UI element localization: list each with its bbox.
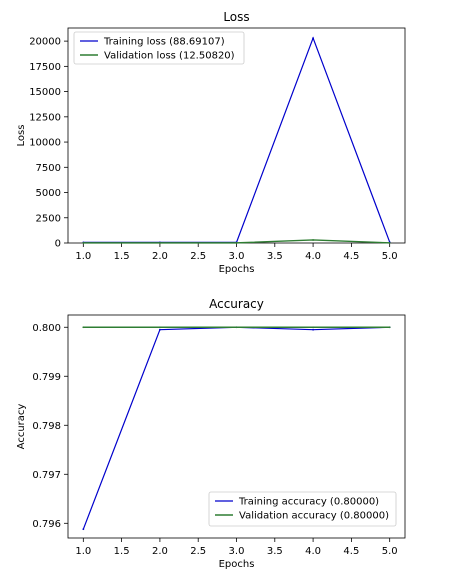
- y-tick-label: 7500: [36, 163, 61, 174]
- y-axis-label: Loss: [16, 125, 27, 147]
- x-tick-label: 2.5: [190, 251, 206, 262]
- data-point: [312, 37, 314, 39]
- x-tick-label: 5.0: [382, 546, 398, 557]
- data-point: [159, 241, 161, 244]
- x-tick-label: 4.5: [343, 251, 359, 262]
- data-point: [312, 239, 314, 241]
- data-point: [159, 326, 161, 329]
- legend-frame: [73, 31, 245, 65]
- x-tick-label: 3.0: [229, 546, 245, 557]
- x-tick-label: 3.5: [267, 546, 283, 557]
- x-tick-label: 1.0: [75, 546, 91, 557]
- legend-label: Training loss (88.69107): [103, 37, 225, 48]
- x-tick-label: 1.0: [75, 251, 91, 262]
- y-tick-label: 12500: [29, 112, 61, 123]
- data-point: [82, 241, 85, 244]
- y-tick-label: 0: [55, 239, 61, 250]
- legend: Training accuracy (0.80000) Validation ac…: [208, 491, 397, 527]
- legend-label: Validation accuracy (0.80000): [239, 511, 389, 522]
- x-tick-label: 3.5: [267, 251, 283, 262]
- legend: Training loss (88.69107) Validation loss …: [73, 31, 245, 65]
- y-axis-label: Accuracy: [16, 404, 27, 450]
- data-point: [82, 528, 85, 531]
- x-tick-label: 1.5: [114, 546, 130, 557]
- x-axis-label: Epochs: [219, 264, 255, 275]
- y-tick-label: 0.797: [32, 470, 61, 481]
- chart-accuracy: Accuracy 1.0 1.5 2.0 2.5 3.0 3.5 4.0 4.5 5.0 0.796…: [16, 297, 406, 570]
- data-point: [312, 328, 314, 331]
- legend-label: Training accuracy (0.80000): [238, 497, 379, 508]
- series-line-training: [83, 36, 391, 243]
- legend-frame: [208, 491, 397, 527]
- x-tick-label: 2.5: [190, 546, 206, 557]
- data-point: [388, 241, 391, 244]
- x-axis-label: Epochs: [219, 559, 255, 570]
- y-tick-label: 0.796: [32, 519, 61, 530]
- x-tick-label: 2.0: [152, 546, 168, 557]
- y-tick-label: 20000: [29, 37, 61, 48]
- x-tick-label: 3.0: [229, 251, 245, 262]
- y-tick-label: 15000: [29, 87, 61, 98]
- x-tick-label: 2.0: [152, 251, 168, 262]
- y-tick-label: 2500: [36, 213, 61, 224]
- data-point: [235, 326, 238, 329]
- y-tick-label: 0.800: [32, 323, 61, 334]
- y-tick-label: 0.798: [32, 421, 61, 432]
- chart-title: Loss: [223, 10, 249, 24]
- data-point: [235, 241, 238, 244]
- data-point: [312, 326, 314, 329]
- y-tick-label: 5000: [36, 188, 61, 199]
- x-tick-label: 1.5: [114, 251, 130, 262]
- x-tick-label: 4.0: [305, 546, 321, 557]
- legend-label: Validation loss (12.50820): [104, 51, 235, 62]
- x-tick-label: 5.0: [382, 251, 398, 262]
- y-tick-label: 10000: [29, 138, 61, 149]
- data-point: [388, 326, 391, 329]
- chart-loss: Loss 1.0 1.5 2.0 2.5 3.0 3.5 4.0 4.5 5.0 0 2500 5000…: [16, 10, 406, 275]
- chart-title: Accuracy: [209, 297, 264, 311]
- y-tick-label: 0.799: [32, 372, 61, 383]
- x-tick-label: 4.5: [343, 546, 359, 557]
- x-tick-label: 4.0: [305, 251, 321, 262]
- data-point: [82, 326, 85, 329]
- data-point: [159, 328, 161, 331]
- y-tick-label: 17500: [29, 62, 61, 73]
